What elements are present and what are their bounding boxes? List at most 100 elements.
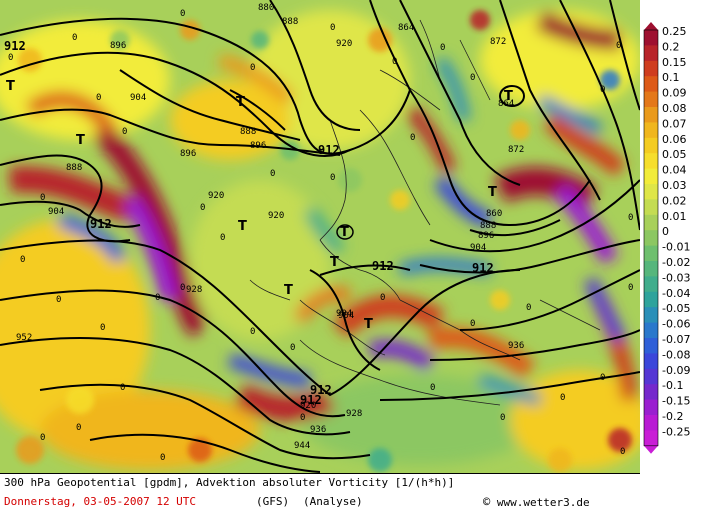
contour-value-label: 904 — [470, 243, 487, 253]
legend-swatch — [644, 322, 658, 339]
legend-label: -0.1 — [662, 379, 683, 392]
contour-value-label: 872 — [508, 145, 525, 155]
map-title: 300 hPa Geopotential [gpdm], Advektion a… — [4, 476, 455, 489]
legend-swatch — [644, 399, 658, 416]
legend-label: 0.05 — [662, 148, 687, 161]
svg-text:0: 0 — [250, 63, 255, 73]
svg-text:0: 0 — [180, 9, 185, 19]
svg-text:0: 0 — [250, 327, 255, 337]
contour-value-label: 912 — [300, 393, 322, 407]
legend-swatch — [644, 338, 658, 354]
legend-label: -0.07 — [662, 333, 690, 346]
contour-value-label: 936 — [508, 341, 525, 351]
svg-text:0: 0 — [330, 23, 335, 33]
field-texture — [16, 10, 632, 472]
contour-value-label: 920 — [208, 191, 225, 201]
contour-value-label: 872 — [490, 37, 507, 47]
contour-value-label: 912 — [372, 259, 394, 273]
svg-text:0: 0 — [500, 413, 505, 423]
svg-text:0: 0 — [120, 383, 125, 393]
contour-value-label: 888 — [480, 221, 497, 231]
svg-text:0: 0 — [76, 423, 81, 433]
svg-text:0: 0 — [220, 233, 225, 243]
legend-swatch — [644, 307, 658, 324]
legend-swatch — [644, 199, 658, 216]
svg-text:0: 0 — [470, 319, 475, 329]
legend-label: -0.04 — [662, 287, 690, 300]
legend-top-arrow — [644, 22, 658, 30]
svg-text:0: 0 — [160, 453, 165, 463]
legend-swatch — [644, 214, 658, 231]
legend-bar: 0.25 0.2 0.15 0.1 0.09 0.08 0.07 0.06 0.05 0.04 0.… — [643, 22, 690, 454]
legend-label: 0.15 — [662, 56, 687, 69]
model-name: (GFS) — [256, 495, 290, 508]
legend-label: 0.04 — [662, 164, 687, 177]
legend-swatch — [644, 245, 658, 262]
legend-swatch — [644, 76, 658, 93]
svg-text:0: 0 — [616, 41, 621, 51]
contour-value-label: 912 — [4, 39, 26, 53]
svg-text:0: 0 — [122, 127, 127, 137]
contour-value-label: 912 — [310, 383, 332, 397]
legend-swatch — [644, 261, 658, 277]
contour-value-label: 912 — [90, 217, 112, 231]
legend-swatch — [644, 153, 658, 170]
legend-swatch — [644, 91, 658, 108]
contour-value-label: 928 — [346, 409, 363, 419]
svg-text:0: 0 — [40, 433, 45, 443]
contour-value-label: 888 — [282, 17, 299, 27]
contour-value-label: 904 — [336, 309, 353, 319]
svg-text:0: 0 — [20, 255, 25, 265]
contour-value-label: 904 — [130, 93, 147, 103]
legend-label: 0.06 — [662, 133, 687, 146]
svg-text:0: 0 — [440, 43, 445, 53]
legend-label: 0.01 — [662, 210, 687, 223]
contour-value-label: 912 — [318, 143, 340, 157]
legend-label: -0.05 — [662, 302, 690, 315]
contour-value-label: 860 — [486, 209, 503, 219]
legend-label: 0.08 — [662, 102, 687, 115]
low-center-circle — [499, 85, 525, 107]
contour-value-label: 896 — [250, 141, 267, 151]
legend-label: -0.03 — [662, 271, 690, 284]
small-low-circle — [336, 224, 354, 240]
contour-value-label: 896 — [110, 41, 127, 51]
contour-value-label: 904 — [338, 311, 355, 321]
legend-swatch — [644, 353, 658, 370]
legend-swatch — [644, 276, 658, 293]
svg-text:0: 0 — [628, 213, 633, 223]
svg-text:0: 0 — [270, 169, 275, 179]
pressure-center-marker: T — [76, 133, 85, 148]
legend-border — [643, 29, 659, 447]
legend-label: 0.25 — [662, 25, 687, 38]
legend-swatch — [644, 230, 658, 247]
legend-swatch — [644, 384, 658, 401]
contour-value-label: 880 — [258, 3, 275, 13]
legend-label: -0.25 — [662, 425, 690, 438]
svg-text:0: 0 — [600, 373, 605, 383]
legend-swatch — [644, 368, 658, 385]
contour-value-label: 864 — [498, 99, 515, 109]
svg-text:0: 0 — [100, 323, 105, 333]
contour-value-label: 888 — [240, 127, 257, 137]
legend-label: -0.06 — [662, 318, 690, 331]
legend-bottom-arrow — [644, 445, 658, 454]
contour-value-label: 896 — [180, 149, 197, 159]
legend-swatch — [644, 60, 658, 77]
map-footer: 300 hPa Geopotential [gpdm], Advektion a… — [0, 473, 640, 514]
copyright-icon: © — [483, 495, 491, 509]
geopotential-contours — [0, 0, 640, 473]
legend-label: 0.09 — [662, 87, 687, 100]
contour-value-label: 896 — [478, 231, 495, 241]
svg-text:0: 0 — [200, 203, 205, 213]
svg-text:0: 0 — [628, 283, 633, 293]
pressure-center-marker: T — [236, 95, 245, 110]
pressure-center-marker: T — [364, 317, 373, 332]
svg-text:0: 0 — [180, 283, 185, 293]
svg-text:0: 0 — [410, 133, 415, 143]
contour-value-label: 864 — [398, 23, 415, 33]
pressure-center-marker: T — [504, 89, 513, 104]
legend-swatch — [644, 415, 658, 431]
svg-text:0: 0 — [392, 57, 397, 67]
